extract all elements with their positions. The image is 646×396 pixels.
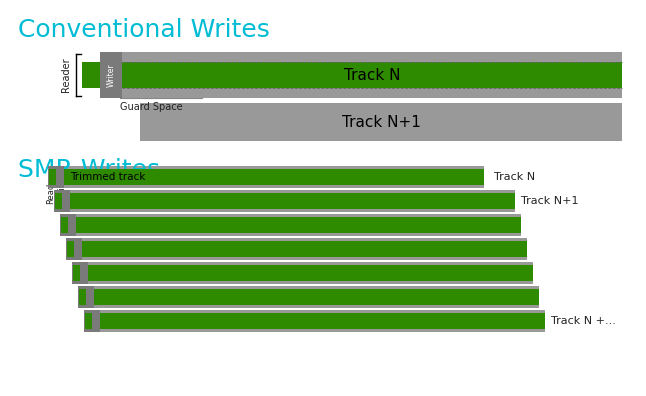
- Bar: [73, 265, 80, 281]
- Bar: [140, 103, 622, 141]
- Bar: [64, 169, 484, 185]
- Bar: [49, 169, 56, 185]
- Bar: [94, 289, 539, 305]
- Text: Track N+1: Track N+1: [342, 114, 421, 129]
- Bar: [82, 241, 527, 257]
- Text: Writer: Writer: [57, 174, 67, 200]
- Bar: [82, 62, 100, 88]
- Bar: [67, 241, 74, 257]
- Text: Reader: Reader: [61, 58, 71, 92]
- Bar: [60, 214, 76, 236]
- Bar: [82, 238, 527, 260]
- Text: Track N: Track N: [494, 172, 535, 182]
- Text: Track N: Track N: [344, 67, 401, 82]
- Bar: [64, 166, 484, 188]
- Bar: [55, 193, 62, 209]
- Text: Track N+1: Track N+1: [521, 196, 579, 206]
- Bar: [85, 313, 92, 329]
- Bar: [54, 190, 70, 212]
- Bar: [66, 238, 82, 260]
- Bar: [79, 289, 86, 305]
- Bar: [72, 262, 88, 284]
- Bar: [100, 52, 122, 98]
- Bar: [88, 265, 533, 281]
- Text: Conventional Writes: Conventional Writes: [18, 18, 270, 42]
- Bar: [100, 313, 545, 329]
- Bar: [78, 286, 94, 308]
- Bar: [94, 286, 539, 308]
- Text: SMR Writes: SMR Writes: [18, 158, 160, 182]
- Bar: [122, 52, 622, 98]
- Bar: [48, 166, 64, 188]
- Bar: [84, 310, 100, 332]
- Bar: [70, 190, 515, 212]
- Bar: [76, 214, 521, 236]
- Bar: [70, 193, 515, 209]
- Bar: [61, 217, 68, 233]
- Bar: [100, 310, 545, 332]
- Text: Writer: Writer: [107, 63, 116, 87]
- Text: Track N +...: Track N +...: [551, 316, 616, 326]
- Text: Trimmed track: Trimmed track: [70, 172, 145, 182]
- Bar: [76, 217, 521, 233]
- Text: Reader: Reader: [47, 174, 56, 204]
- Text: Guard Space: Guard Space: [120, 102, 183, 112]
- Bar: [122, 62, 622, 88]
- Bar: [88, 262, 533, 284]
